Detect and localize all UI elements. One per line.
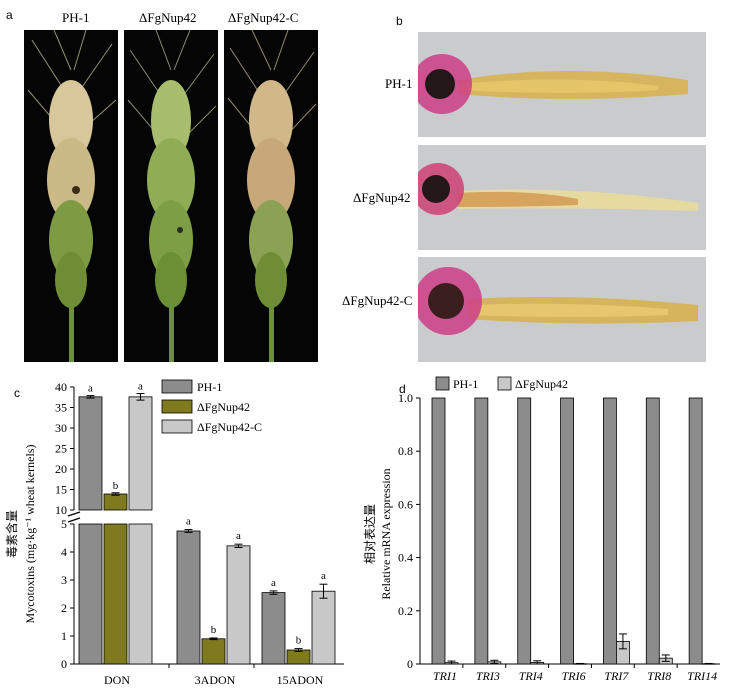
coleoptile-photo-complement [418, 257, 706, 362]
y-tick-label: 0.8 [398, 444, 413, 458]
bar [128, 523, 153, 665]
bar [286, 649, 311, 665]
bar [603, 397, 617, 665]
mycotoxin-chart: 10 15 20 25 30 35 40 0 1 2 3 4 5 DON a b a 3ADON a b a 15AD… [4, 379, 344, 687]
mycotoxin-y-label-cn: 毒素含量 [4, 510, 19, 558]
bar [474, 397, 489, 665]
significance-letter: b [211, 624, 217, 636]
y-tick-label: 40 [55, 380, 67, 394]
bar [103, 493, 128, 511]
y-tick-label: 3 [61, 573, 67, 587]
bar [688, 397, 703, 665]
y-tick-label: 0 [61, 657, 67, 671]
bar [176, 530, 201, 665]
bar [78, 396, 103, 511]
expression-y-label: Relative mRNA expression [379, 468, 393, 599]
wheat-spike-photo-mutant [124, 30, 218, 362]
wheat-spike-photo-complement [224, 30, 318, 362]
y-tick-label: 20 [55, 462, 67, 476]
significance-letter: a [236, 530, 241, 542]
gene-label: TRI6 [562, 669, 586, 683]
y-tick-label: 10 [55, 503, 67, 517]
y-tick-label: 0.2 [398, 604, 413, 618]
category-label: 3ADON [195, 673, 236, 687]
legend-swatch [497, 376, 512, 391]
significance-letter: a [271, 577, 276, 589]
y-tick-label: 0.4 [398, 551, 413, 565]
panel-b-letter: b [396, 14, 403, 28]
legend-swatch [435, 376, 450, 391]
legend-label: ΔFgNup42 [515, 377, 568, 391]
significance-letter: b [296, 635, 302, 647]
panel-d-letter: d [399, 382, 406, 396]
y-tick-label: 0.6 [398, 497, 413, 511]
significance-letter: b [113, 480, 119, 492]
gene-label: TRI14 [687, 669, 717, 683]
bar [78, 523, 103, 665]
gene-label: TRI4 [519, 669, 543, 683]
bar [201, 638, 226, 665]
gene-label: TRI8 [647, 669, 671, 683]
legend-swatch [161, 419, 193, 434]
bar [645, 397, 660, 665]
bar [128, 396, 153, 511]
bar [226, 545, 251, 665]
panel-a-letter: a [6, 8, 13, 22]
legend-label: PH-1 [197, 380, 222, 394]
y-tick-label: 2 [61, 601, 67, 615]
bar [431, 397, 446, 665]
y-tick-label: 25 [55, 442, 67, 456]
bar [311, 590, 336, 665]
expression-y-label-cn: 相对表达量 [363, 504, 377, 564]
panel-b-label-complement: ΔFgNup42-C [342, 293, 413, 308]
gene-label: TRI7 [604, 669, 629, 683]
mycotoxin-y-label: Mycotoxins (mg·kg⁻¹ wheat kernels) [23, 445, 37, 624]
y-tick-label: 0 [407, 657, 413, 671]
significance-letter: a [88, 383, 93, 395]
y-tick-label: 30 [55, 421, 67, 435]
y-tick-label: 1.0 [398, 391, 413, 405]
gene-label: TRI1 [433, 669, 457, 683]
expression-chart: 0 0.2 0.4 0.6 0.8 1.0 TRI1 TRI3 TRI4 TRI6 TRI7 TRI… [363, 376, 720, 683]
legend-label: PH-1 [453, 377, 478, 391]
gene-label: TRI3 [476, 669, 500, 683]
legend-label: ΔFgNup42 [197, 400, 250, 414]
axis-break-mark [67, 511, 81, 517]
coleoptile-photo-mutant [418, 145, 706, 250]
coleoptile-photo-ph1 [418, 32, 706, 137]
significance-letter: a [321, 570, 326, 582]
legend-swatch [161, 399, 193, 414]
y-tick-label: 1 [61, 629, 67, 643]
significance-letter: a [138, 381, 143, 393]
significance-letter: a [186, 516, 191, 528]
axis-break-mark [67, 517, 81, 523]
panel-a-label-complement: ΔFgNup42-C [228, 10, 299, 25]
bar [517, 397, 532, 665]
panel-a-label-mutant: ΔFgNup42 [139, 10, 197, 25]
panel-b-label-mutant: ΔFgNup42 [353, 190, 411, 205]
legend-label: ΔFgNup42-C [197, 420, 262, 434]
bar [103, 523, 128, 665]
y-tick-label: 15 [55, 483, 67, 497]
y-tick-label: 4 [61, 545, 67, 559]
panel-c-letter: c [14, 386, 20, 400]
category-label: 15ADON [277, 673, 324, 687]
panel-b-label-ph1: PH-1 [385, 76, 413, 91]
y-tick-label: 5 [61, 517, 67, 531]
wheat-spike-photo-ph1 [24, 30, 118, 362]
bar [261, 592, 286, 665]
category-label: DON [104, 673, 130, 687]
y-tick-label: 35 [55, 401, 67, 415]
panel-a-label-ph1: PH-1 [62, 10, 90, 25]
bar [560, 397, 574, 665]
legend-swatch [161, 379, 193, 394]
